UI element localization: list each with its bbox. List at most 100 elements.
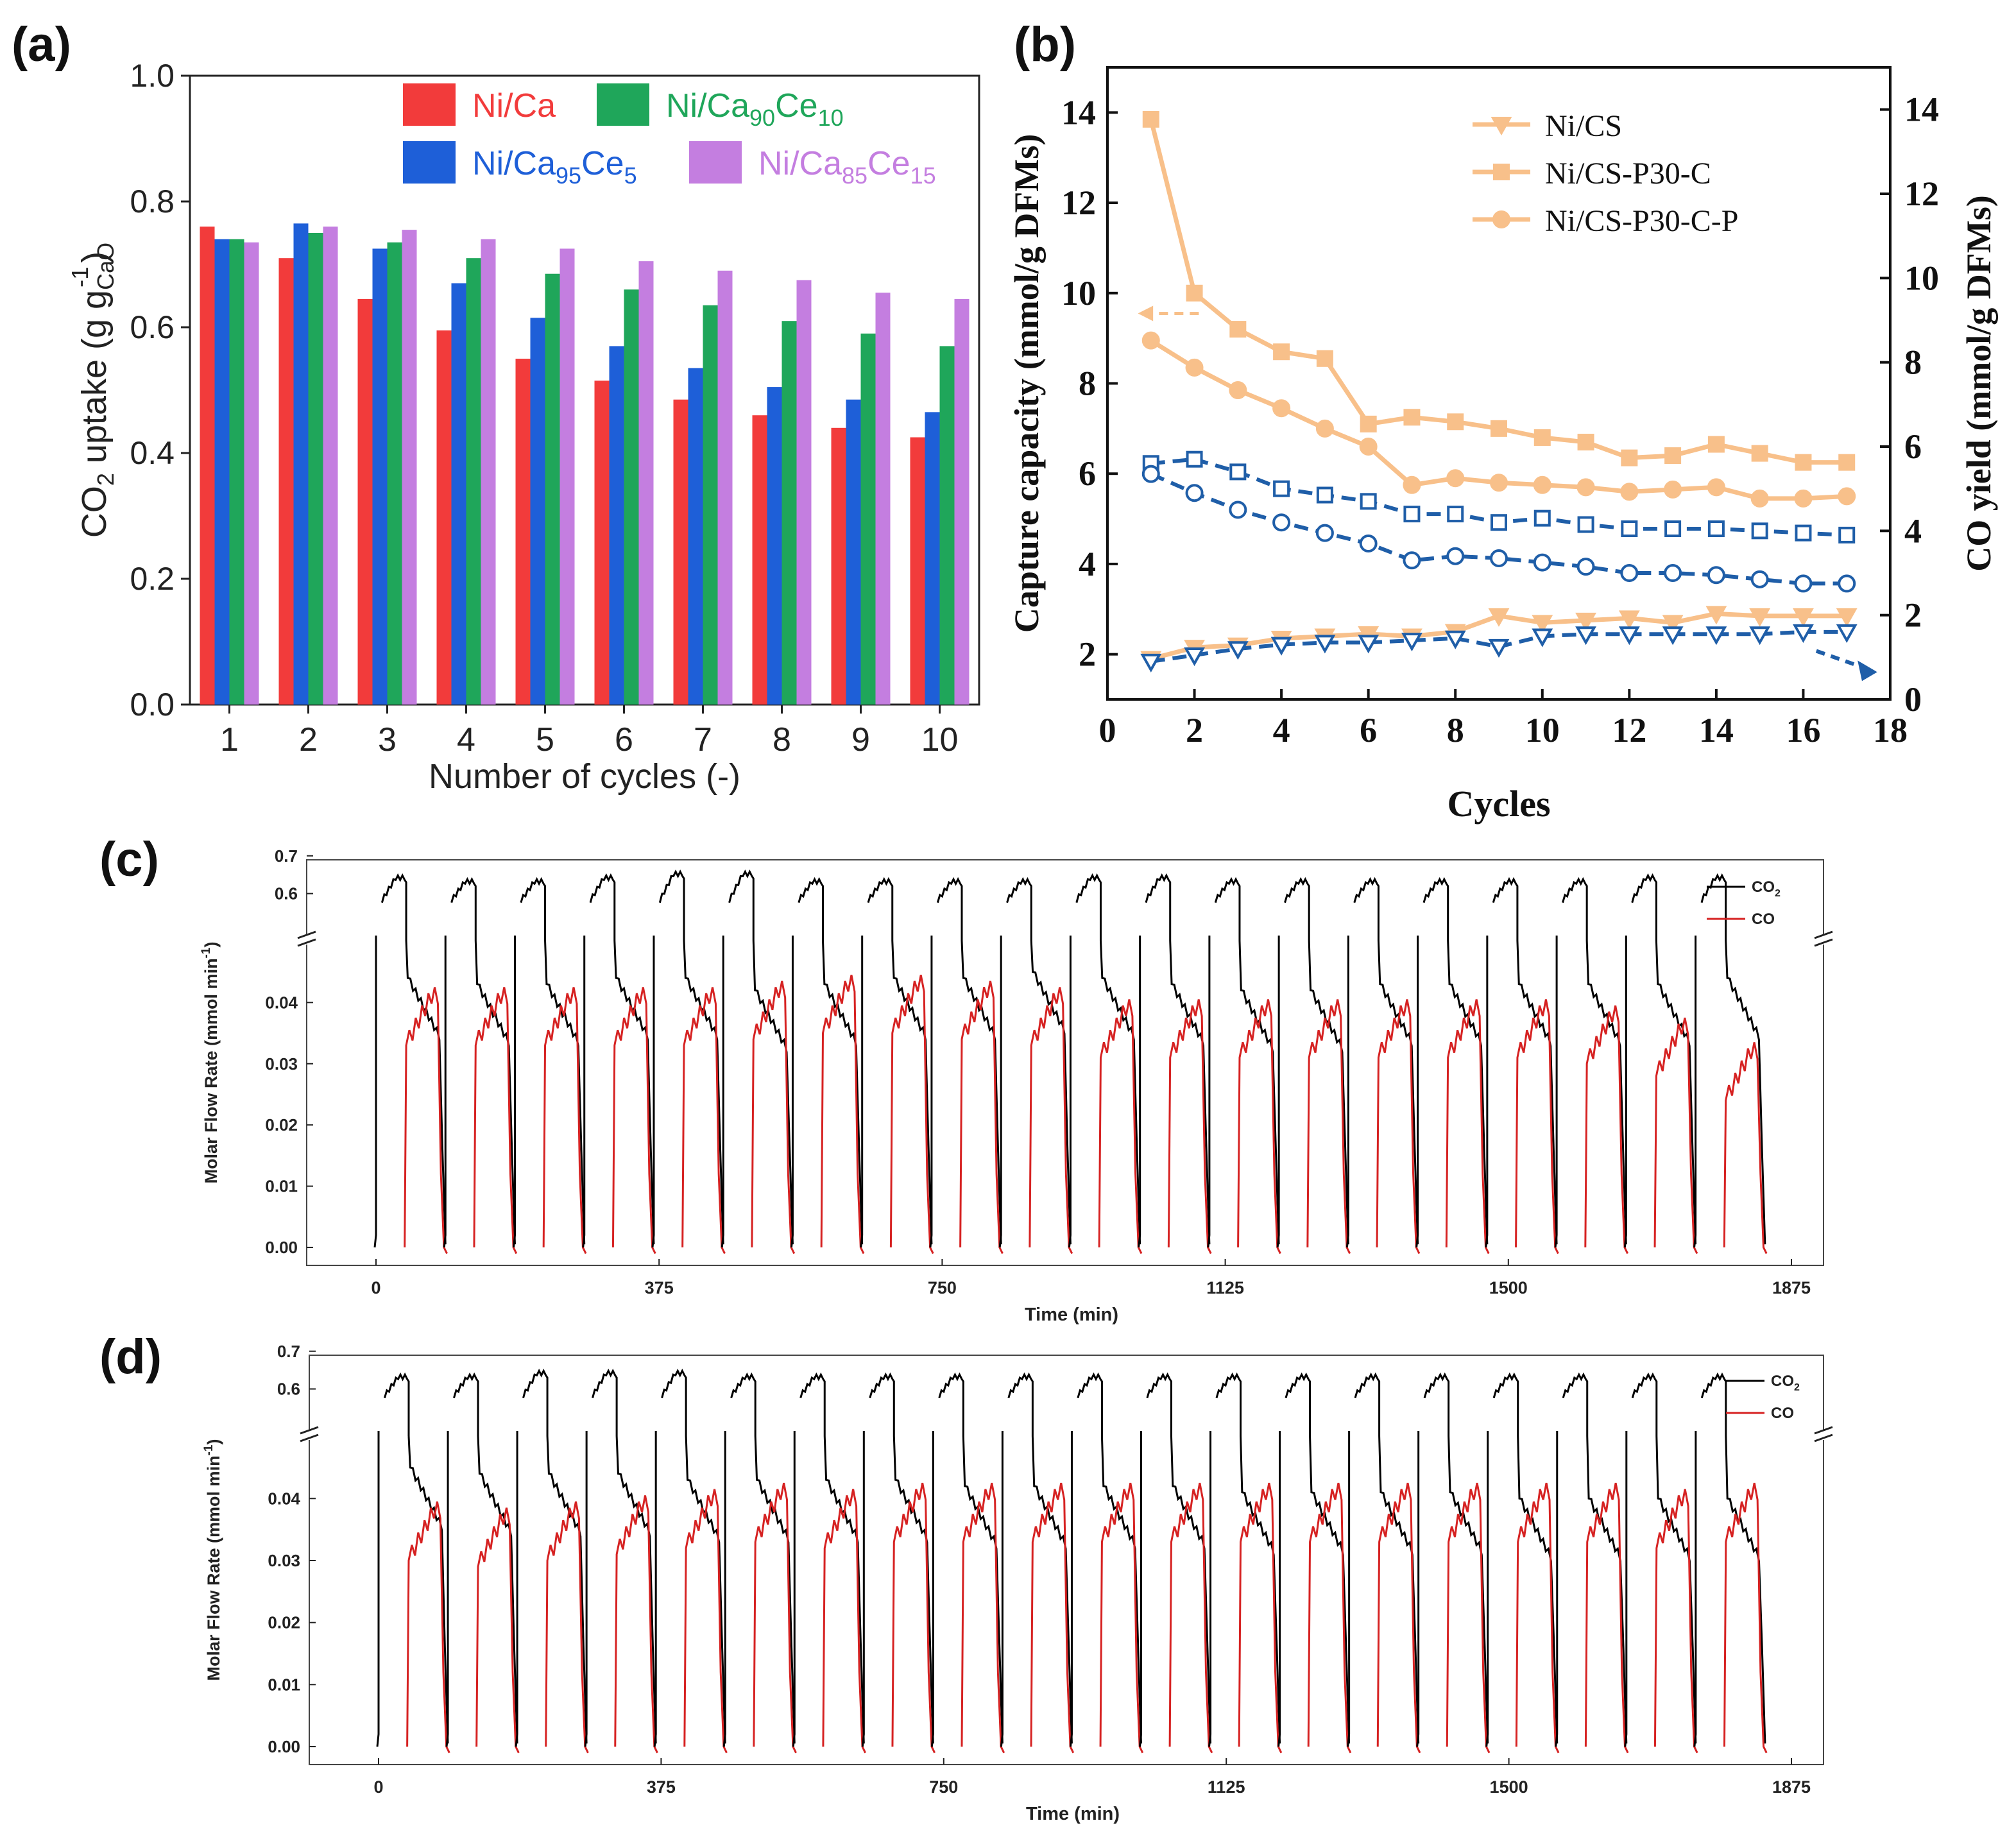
bar-nica90ce10 [466,258,481,705]
bar-nica [357,298,373,705]
legend-sub: 10 [818,105,844,131]
point-nicscoyield [1749,626,1771,646]
point-nicsp30cpcoyield [1533,553,1551,572]
point-nicsp30ccoyield [1795,524,1812,542]
y-title-part: ) [201,942,221,948]
right-axis-arrowhead [1858,660,1877,681]
co2-high-segment [867,877,894,941]
co2-rise [443,936,447,1248]
co-trace [1445,999,1490,1254]
co-trace [1515,1482,1560,1754]
co-trace [1029,987,1073,1254]
point-nicsp30cpcoyield [1185,484,1204,502]
co2-high-segment [1492,877,1519,941]
bar-nica85ce15 [875,293,891,705]
co-trace [1653,1017,1698,1254]
co2-rise [861,1431,865,1747]
point-nicsp30c [1229,321,1247,338]
co2-rise [860,936,864,1248]
plot-frame-a [189,74,980,706]
y-tick-label: 0.03 [265,1054,298,1074]
y-title-sub: CaO [92,243,119,290]
y-title-sub: 2 [92,473,119,486]
point-nicsp30ccoyield [1447,506,1464,523]
co2-high-segment [1562,877,1588,941]
co2-high-segment [1631,1372,1658,1436]
point-nicsp30cp [1490,474,1508,492]
point-nicsp30cpcoyield [1141,465,1160,483]
co-trace [1653,1489,1698,1754]
point-nicsp30ccoyield [1533,509,1551,527]
legend-label-b: Ni/CS-P30-C-P [1545,204,1738,238]
point-nicsp30c [1621,449,1638,466]
x-tick-label-a: 3 [378,721,397,758]
point-nicsp30cpcoyield [1620,564,1639,582]
co2-high-segment [1077,1372,1103,1436]
co2-high-segment [658,869,685,941]
point-nicsp30cp [1576,478,1595,497]
co2-high-segment [1215,1372,1242,1436]
co2-rise [1345,936,1349,1248]
point-nicsp30c [1186,284,1203,302]
bar-nica [278,258,294,705]
x-tick-label-b: 10 [1525,711,1560,749]
axis-break-mark [1814,1433,1833,1442]
co2-rise [1069,1431,1073,1747]
x-tick-label: 1500 [1490,1777,1528,1797]
y-right-axis-title-b: CO yield (mmol/g DFMs) [1960,195,1998,571]
co2-high-segment [1631,873,1657,941]
y-left-tick-label-b: 10 [1061,274,1096,312]
bar-nica90ce10 [782,321,797,705]
bar-nica85ce15 [244,242,259,705]
co2-high-segment [799,1372,826,1436]
x-tick-label-b: 14 [1699,711,1734,749]
legend-part: Ce [581,145,624,182]
co2-high-segment [522,1368,549,1436]
co-trace [611,987,656,1254]
bar-nica90ce10 [624,289,639,705]
axis-break-mark [1814,1426,1833,1435]
bar-nica [752,415,767,705]
bar-nica95ce5 [925,412,940,705]
legend-label-a: Ni/Ca90Ce10 [666,87,844,131]
panel-d-time-series: 0.00 0.01 0.02 0.03 0.04 0.6 0.7 0 375 750 1125 150… [202,1342,1833,1824]
x-tick-label-a: 10 [921,721,959,758]
plot-frame [306,859,1824,1266]
panel-label-a: (a) [12,17,71,72]
co2-high-segment [450,877,477,941]
y-right-tick-label-b: 2 [1904,596,1922,635]
co-trace [753,1482,797,1754]
y-title-part: uptake (g g [75,290,114,473]
co2-rise [445,1431,449,1747]
point-nicsp30cpcoyield [1838,574,1856,593]
legend-swatch-a [403,83,456,126]
y-tick-label: 0.02 [268,1613,300,1632]
bar-nica90ce10 [229,239,244,705]
legend-sub: 5 [624,162,637,189]
co2-rise [582,936,586,1248]
point-nicscoyield [1575,626,1596,646]
point-nicsp30cpcoyield [1490,549,1508,568]
panel-c-time-series: 0.00 0.01 0.02 0.03 0.04 0.6 0.7 0 375 750 1125 150… [200,846,1833,1325]
bar-nica85ce15 [560,248,575,705]
x-tick-label-b: 12 [1612,711,1646,749]
y-title-sup: -1 [67,267,93,287]
point-nicscoyield [1662,626,1684,646]
point-nicsp30cp [1794,489,1813,508]
co2-rise [998,936,1002,1248]
point-nicsp30c [1142,110,1159,128]
co-trace [1376,1482,1421,1754]
point-nicsp30c [1838,454,1856,471]
co2-high-segment [1285,1372,1311,1436]
bar-nica [200,227,215,705]
point-nicsp30cpcoyield [1576,558,1595,576]
y-left-tick-label-b: 4 [1079,545,1096,583]
point-nicsp30cp [1403,475,1421,494]
point-nicsp30cp [1359,438,1378,456]
point-nicsp30cp [1620,483,1639,501]
y-title-part: Molar Flow Rate (mmol min [201,958,221,1183]
x-tick-label-b: 2 [1186,711,1203,749]
point-nicsp30ccoyield [1707,520,1725,538]
point-nics [1575,612,1596,631]
co2-rise [653,1431,657,1747]
